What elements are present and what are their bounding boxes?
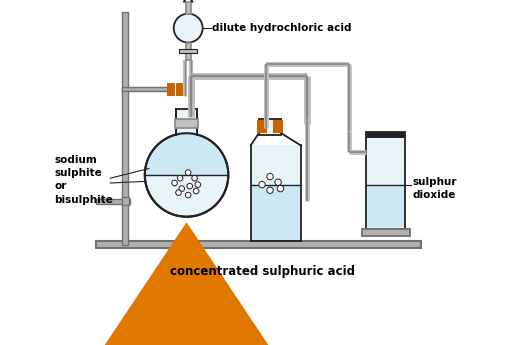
Bar (366, 132, 405, 138)
Circle shape (267, 187, 273, 194)
Text: dilute hydrochloric acid: dilute hydrochloric acid (212, 23, 352, 33)
Circle shape (177, 175, 183, 181)
Circle shape (174, 14, 203, 42)
Bar (362, 229, 410, 236)
Circle shape (187, 184, 193, 189)
Circle shape (172, 180, 177, 186)
Circle shape (192, 175, 198, 181)
Bar (176, 83, 184, 96)
Circle shape (179, 186, 184, 191)
Polygon shape (252, 185, 300, 240)
Bar (367, 185, 404, 227)
Bar (167, 83, 176, 96)
Circle shape (176, 190, 181, 195)
Bar (179, 49, 197, 53)
Bar (273, 120, 283, 133)
Bar (185, 2, 191, 14)
Bar (176, 119, 198, 128)
Circle shape (193, 188, 199, 194)
Bar (185, 42, 191, 60)
Bar (122, 87, 170, 91)
Text: concentrated sulphuric acid: concentrated sulphuric acid (169, 265, 355, 278)
Bar (96, 199, 129, 204)
Circle shape (259, 181, 265, 188)
Bar (257, 120, 267, 133)
Circle shape (195, 182, 201, 187)
Circle shape (275, 179, 281, 185)
Bar (96, 241, 421, 248)
Circle shape (267, 174, 273, 180)
Bar (366, 132, 405, 229)
Text: sulphur
dioxide: sulphur dioxide (413, 177, 457, 200)
Circle shape (185, 170, 191, 175)
Bar (122, 12, 128, 245)
Circle shape (145, 133, 228, 217)
Bar (176, 109, 197, 137)
Circle shape (185, 192, 191, 198)
Bar (122, 197, 129, 206)
Text: sodium
sulphite
or
bisulphite: sodium sulphite or bisulphite (54, 155, 113, 205)
Polygon shape (251, 145, 301, 241)
Circle shape (277, 185, 283, 192)
Wedge shape (146, 135, 227, 175)
Bar (259, 119, 281, 135)
